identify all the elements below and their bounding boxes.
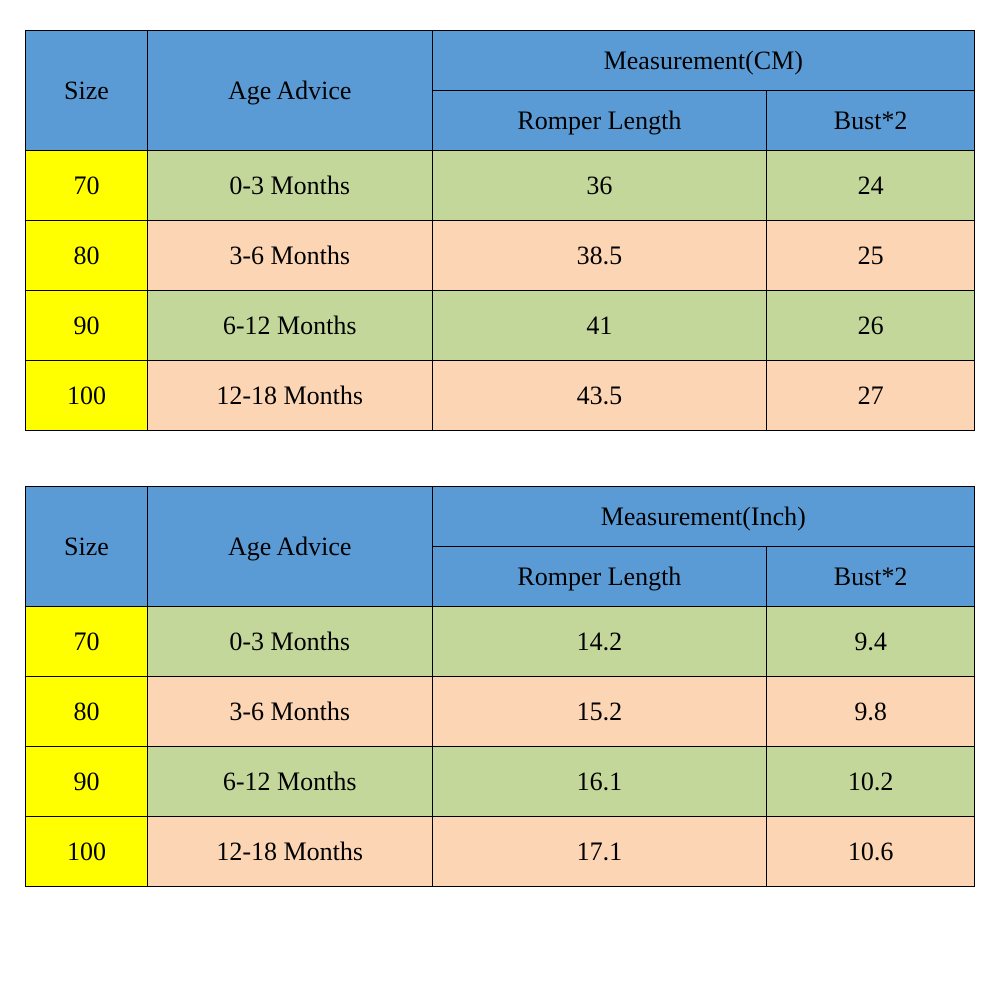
header-size: Size [26, 487, 148, 607]
cell-romper-length: 36 [432, 151, 767, 221]
size-chart-table: SizeAge AdviceMeasurement(CM)Romper Leng… [25, 30, 975, 431]
cell-size: 90 [26, 291, 148, 361]
header-age-advice: Age Advice [147, 31, 432, 151]
header-bust: Bust*2 [767, 547, 975, 607]
table-row: 803-6 Months15.29.8 [26, 677, 975, 747]
table-row: 10012-18 Months17.110.6 [26, 817, 975, 887]
size-table-1: SizeAge AdviceMeasurement(Inch)Romper Le… [25, 486, 975, 887]
cell-romper-length: 16.1 [432, 747, 767, 817]
table-row: 906-12 Months4126 [26, 291, 975, 361]
cell-age-advice: 12-18 Months [147, 817, 432, 887]
cell-bust: 9.4 [767, 607, 975, 677]
cell-romper-length: 17.1 [432, 817, 767, 887]
cell-romper-length: 41 [432, 291, 767, 361]
cell-bust: 27 [767, 361, 975, 431]
table-row: 803-6 Months38.525 [26, 221, 975, 291]
header-romper-length: Romper Length [432, 91, 767, 151]
cell-age-advice: 6-12 Months [147, 291, 432, 361]
cell-bust: 10.2 [767, 747, 975, 817]
cell-romper-length: 14.2 [432, 607, 767, 677]
table-row: 906-12 Months16.110.2 [26, 747, 975, 817]
cell-age-advice: 6-12 Months [147, 747, 432, 817]
cell-size: 100 [26, 817, 148, 887]
table-row: 10012-18 Months43.527 [26, 361, 975, 431]
cell-size: 70 [26, 151, 148, 221]
cell-age-advice: 0-3 Months [147, 151, 432, 221]
cell-age-advice: 3-6 Months [147, 677, 432, 747]
cell-bust: 26 [767, 291, 975, 361]
cell-size: 70 [26, 607, 148, 677]
cell-size: 80 [26, 677, 148, 747]
cell-bust: 10.6 [767, 817, 975, 887]
table-row: 700-3 Months3624 [26, 151, 975, 221]
size-table-0: SizeAge AdviceMeasurement(CM)Romper Leng… [25, 30, 975, 431]
cell-romper-length: 15.2 [432, 677, 767, 747]
cell-bust: 24 [767, 151, 975, 221]
header-size: Size [26, 31, 148, 151]
header-measurement-group: Measurement(Inch) [432, 487, 974, 547]
cell-age-advice: 0-3 Months [147, 607, 432, 677]
size-chart-table: SizeAge AdviceMeasurement(Inch)Romper Le… [25, 486, 975, 887]
cell-age-advice: 12-18 Months [147, 361, 432, 431]
cell-romper-length: 43.5 [432, 361, 767, 431]
cell-size: 100 [26, 361, 148, 431]
header-romper-length: Romper Length [432, 547, 767, 607]
header-measurement-group: Measurement(CM) [432, 31, 974, 91]
cell-bust: 25 [767, 221, 975, 291]
cell-romper-length: 38.5 [432, 221, 767, 291]
cell-bust: 9.8 [767, 677, 975, 747]
header-age-advice: Age Advice [147, 487, 432, 607]
header-bust: Bust*2 [767, 91, 975, 151]
cell-size: 90 [26, 747, 148, 817]
table-row: 700-3 Months14.29.4 [26, 607, 975, 677]
cell-size: 80 [26, 221, 148, 291]
cell-age-advice: 3-6 Months [147, 221, 432, 291]
